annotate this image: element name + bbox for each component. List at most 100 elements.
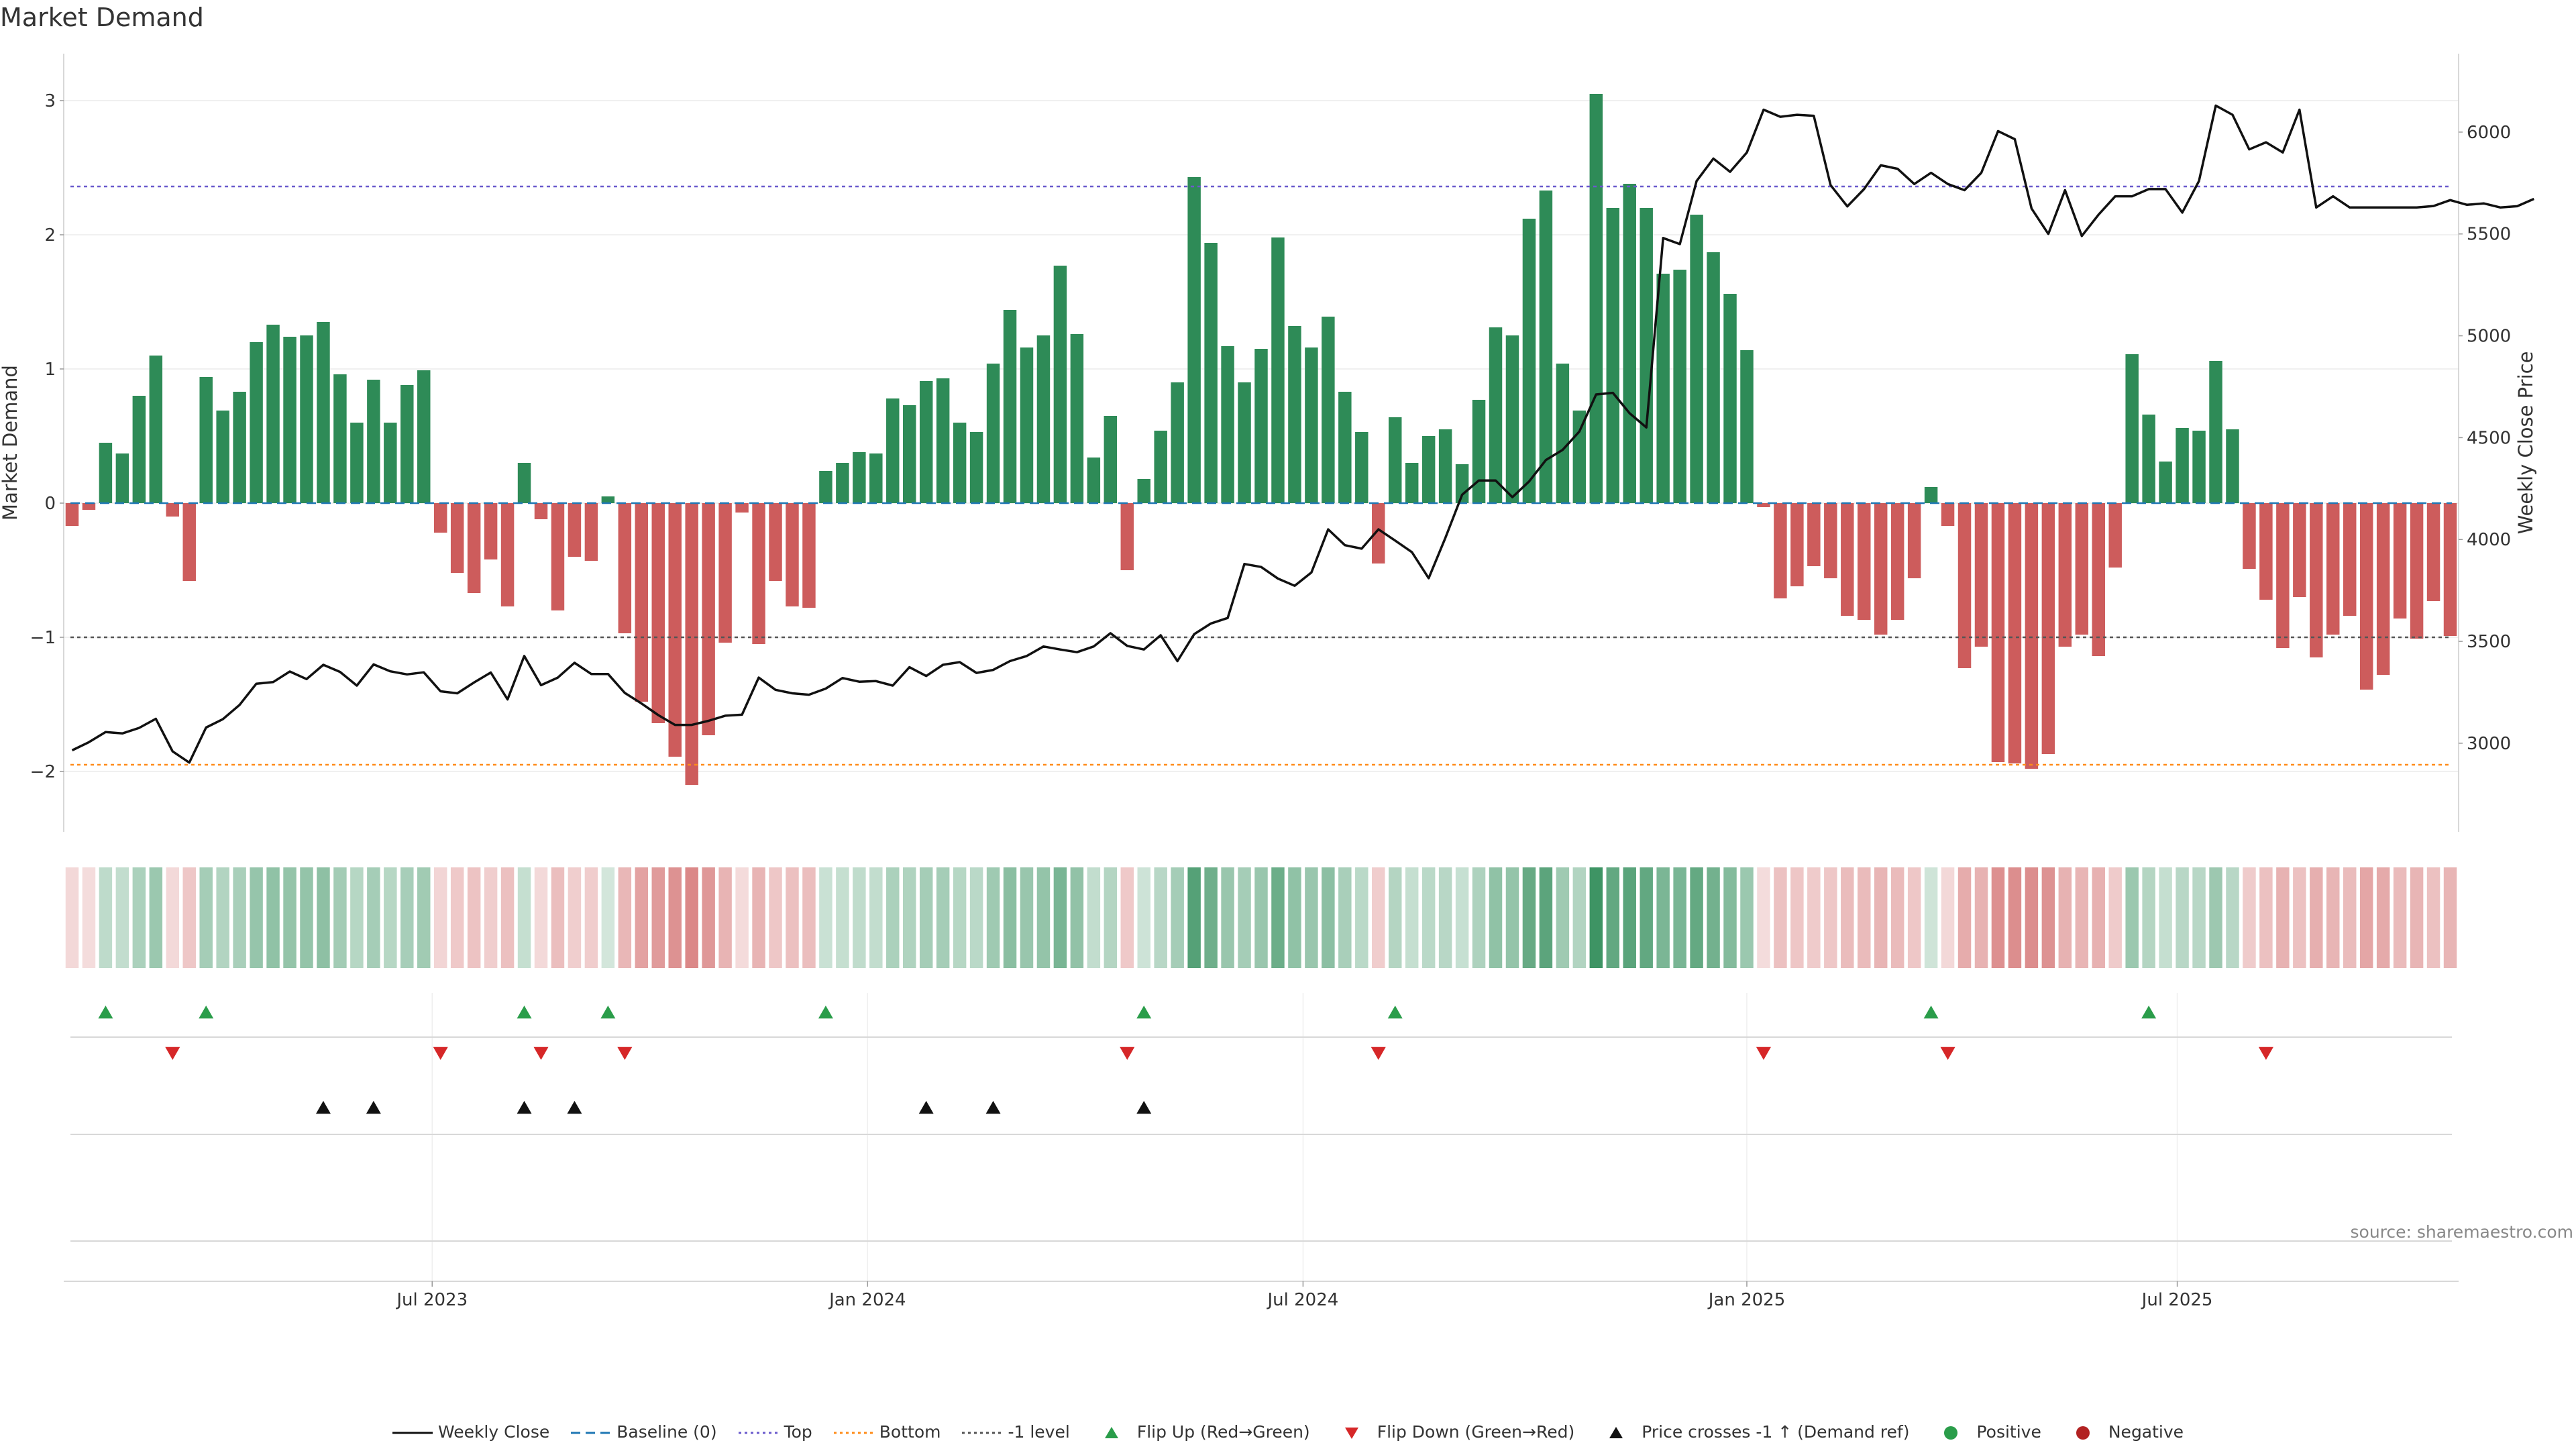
legend-item: -1 level	[962, 1421, 1070, 1442]
negative-bar	[2259, 503, 2273, 600]
positive-bar	[333, 374, 347, 503]
strip-cell	[2209, 867, 2222, 968]
chart-title: Market Demand	[0, 3, 204, 32]
price-cross-marker	[1136, 1101, 1152, 1114]
strip-cell	[250, 867, 263, 968]
positive-bar	[1707, 252, 1720, 503]
y-tick-label: 0	[44, 494, 56, 514]
negative-bar	[166, 503, 180, 517]
strip-cell	[1405, 867, 1419, 968]
strip-cell	[199, 867, 213, 968]
strip-cell	[1388, 867, 1402, 968]
positive-bar	[1656, 274, 1670, 503]
negative-bar	[2376, 503, 2390, 675]
y-tick-label: 1	[44, 360, 56, 380]
negative-bar	[584, 503, 598, 561]
tick-labels: −2 −1 0 1 2 3 3000 3500 4000 4500 5000 5500 6000 Jul …	[30, 91, 2512, 1310]
legend-item: Price crosses -1 ↑ (Demand ref)	[1596, 1422, 1909, 1442]
legend-label: Flip Up (Red→Green)	[1136, 1421, 1310, 1442]
negative-bar	[2359, 503, 2373, 690]
price-cross-marker	[567, 1101, 582, 1114]
positive-bar	[1305, 347, 1318, 503]
positive-bar	[1104, 416, 1118, 503]
strip-cell	[1221, 867, 1234, 968]
legend-swatch	[738, 1432, 779, 1434]
positive-bar	[1204, 243, 1218, 503]
legend-item: Negative	[2063, 1422, 2184, 1442]
negative-bar	[2393, 503, 2407, 619]
positive-bar	[1924, 487, 1938, 503]
negative-bar	[1774, 503, 1787, 598]
negative-bar	[82, 503, 96, 510]
positive-bar	[853, 452, 866, 503]
strip-cell	[2125, 867, 2139, 968]
positive-bar	[384, 423, 397, 503]
positive-bar	[2176, 428, 2189, 503]
price-cross-marker	[315, 1101, 331, 1114]
strip-cell	[2192, 867, 2206, 968]
strip-cell	[1305, 867, 1318, 968]
positive-bar	[1405, 463, 1419, 503]
positive-bar	[1087, 458, 1101, 503]
strip-cell	[132, 867, 146, 968]
strip-cell	[1522, 867, 1536, 968]
negative-bar	[484, 503, 498, 559]
flip-down-marker	[617, 1046, 633, 1060]
y-tick-label: −2	[30, 762, 56, 782]
strip-cell	[65, 867, 79, 968]
strip-cell	[651, 867, 665, 968]
positive-bar	[969, 432, 983, 503]
strip-cell	[1790, 867, 1804, 968]
axes	[63, 54, 2459, 1282]
strip-cell	[1355, 867, 1368, 968]
negative-bar	[568, 503, 582, 557]
positive-bar	[1556, 364, 1570, 503]
flip-up-marker	[517, 1006, 532, 1019]
negative-bar	[1957, 503, 1972, 668]
positive-bar	[1288, 326, 1301, 503]
strip-cell	[400, 867, 414, 968]
y2-tick-label: 6000	[2467, 123, 2511, 143]
positive-bar	[886, 398, 900, 503]
strip-cell	[1974, 867, 1988, 968]
reference-lines	[70, 185, 2452, 766]
negative-bar	[635, 503, 649, 702]
positive-bar	[1673, 270, 1686, 503]
strip-cell	[1858, 867, 1871, 968]
positive-bar	[1438, 429, 1452, 503]
legend-item: Positive	[1931, 1422, 2041, 1442]
strip-cell	[1238, 867, 1251, 968]
positive-bar	[1355, 432, 1368, 503]
y-axis-label: Market Demand	[0, 365, 21, 521]
strip-cell	[1070, 867, 1084, 968]
strip-cell	[1690, 867, 1703, 968]
strip-cell	[886, 867, 900, 968]
positive-bar	[1137, 479, 1150, 503]
weekly-close-line	[71, 104, 2535, 764]
positive-bar	[233, 392, 246, 503]
strip-cell	[2092, 867, 2105, 968]
flip-up-marker	[199, 1006, 214, 1019]
positive-bar	[1020, 347, 1034, 503]
strip-cell	[919, 867, 933, 968]
legend-label: -1 level	[1008, 1421, 1070, 1442]
price-cross-marker	[366, 1101, 381, 1114]
positive-bar	[2142, 415, 2155, 503]
y2-tick-label: 3000	[2467, 734, 2511, 754]
strip-cell	[786, 867, 799, 968]
positive-bar	[2125, 354, 2139, 503]
legend-label: Flip Down (Green→Red)	[1377, 1421, 1575, 1442]
grid-lines	[64, 100, 2459, 1281]
strip-cell	[1120, 867, 1134, 968]
strip-cell	[1924, 867, 1938, 968]
negative-bar	[1120, 503, 1134, 570]
negative-bar	[1974, 503, 1988, 647]
strip-cell	[1589, 867, 1603, 968]
positive-bar	[1238, 382, 1251, 503]
negative-bar	[433, 503, 447, 533]
negative-bar	[2008, 503, 2022, 763]
strip-cell	[450, 867, 464, 968]
strip-cell	[2243, 867, 2256, 968]
strip-cell	[986, 867, 1000, 968]
strip-cell	[685, 867, 698, 968]
